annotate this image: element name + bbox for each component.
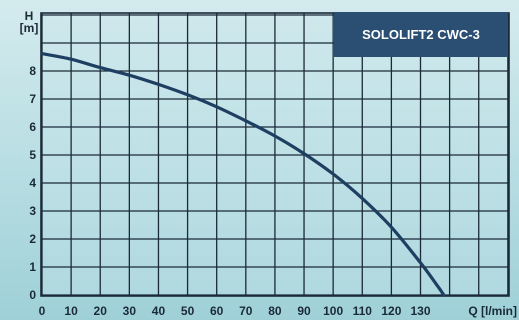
x-tick-label: 30 — [123, 304, 137, 318]
y-tick-labels: 0 1 2 3 4 5 6 7 8 — [29, 64, 36, 302]
x-tick-label: 20 — [94, 304, 108, 318]
y-tick-label: 4 — [29, 176, 36, 190]
y-tick-label: 3 — [29, 204, 36, 218]
x-tick-label: 70 — [239, 304, 253, 318]
x-tick-label: 80 — [268, 304, 282, 318]
y-tick-label: 1 — [29, 260, 36, 274]
x-axis-label: Q [l/min] — [468, 304, 517, 318]
y-tick-label: 7 — [29, 92, 36, 106]
x-tick-labels: 0 10 20 30 40 50 60 70 80 90 100 110 120 130 — [39, 304, 431, 318]
y-tick-label: 2 — [29, 232, 36, 246]
chart-title: SOLOLIFT2 CWC-3 — [362, 27, 480, 42]
y-tick-label: 6 — [29, 120, 36, 134]
x-tick-label: 100 — [323, 304, 343, 318]
y-tick-label: 0 — [29, 288, 36, 302]
x-tick-label: 50 — [181, 304, 195, 318]
x-tick-label: 130 — [410, 304, 430, 318]
x-tick-label: 10 — [64, 304, 78, 318]
performance-curve-line — [40, 52, 446, 297]
x-tick-label: 110 — [353, 304, 373, 318]
plot-border — [40, 12, 510, 297]
x-tick-label: 40 — [152, 304, 166, 318]
y-axis-label-h: H — [25, 9, 34, 23]
y-tick-label: 8 — [29, 64, 36, 78]
x-tick-label: 60 — [210, 304, 224, 318]
x-tick-label: 0 — [39, 304, 46, 318]
title-box — [334, 12, 508, 57]
y-axis-label-unit: [m] — [20, 21, 39, 35]
x-tick-label: 120 — [381, 304, 401, 318]
x-tick-label: 90 — [297, 304, 311, 318]
y-tick-label: 5 — [29, 148, 36, 162]
